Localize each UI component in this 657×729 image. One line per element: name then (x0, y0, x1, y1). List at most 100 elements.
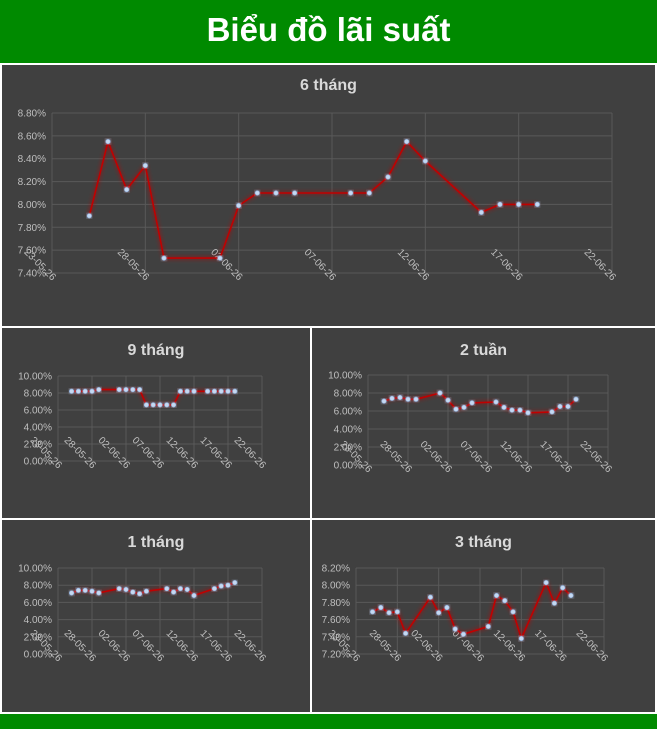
chart-3-thang: 7.20%7.40%7.60%7.80%8.00%8.20%23-05-26 28… (322, 564, 610, 665)
y-tick-label: 8.20% (18, 177, 46, 188)
data-point (89, 588, 95, 594)
y-tick-label: 6.00% (24, 406, 52, 417)
y-tick-label: 4.00% (24, 423, 52, 434)
data-point (493, 399, 499, 405)
x-tick-label: 02-06-26 (208, 247, 244, 283)
data-point (116, 387, 122, 393)
data-point (461, 404, 467, 410)
x-tick-label: 07-06-26 (130, 628, 166, 664)
data-point (422, 158, 428, 164)
x-tick-label: 17-06-26 (488, 247, 524, 283)
data-point (123, 387, 129, 393)
x-tick-label: 28-05-26 (62, 435, 98, 471)
data-point (137, 387, 143, 393)
y-tick-label: 8.00% (322, 581, 350, 592)
chart-title: 6 tháng (300, 77, 357, 94)
data-point (485, 623, 491, 629)
chart-panel-9-thang: 9 tháng 0.00% 2.00% 4.00% 6.00% 8.00% 10.00% 2… (2, 328, 310, 518)
data-point (397, 395, 403, 401)
data-point (478, 209, 484, 215)
x-tick-label: 22-06-26 (582, 247, 618, 283)
data-point (543, 580, 549, 586)
data-point (164, 402, 170, 408)
data-point (217, 255, 223, 261)
data-point (370, 609, 376, 615)
y-tick-label: 10.00% (328, 371, 362, 382)
y-tick-label: 8.80% (18, 109, 46, 120)
x-tick-label: 02-06-26 (96, 435, 132, 471)
data-point (137, 591, 143, 597)
x-tick-label: 28-05-26 (62, 628, 98, 664)
data-point (225, 388, 231, 394)
data-point (565, 404, 571, 410)
data-point (164, 586, 170, 592)
data-point (389, 395, 395, 401)
data-point (143, 588, 149, 594)
series-line (71, 388, 235, 406)
data-point (413, 396, 419, 402)
data-point (142, 163, 148, 169)
x-tick-label: 17-06-26 (538, 439, 574, 475)
data-point (184, 587, 190, 593)
chart-panel-1-thang: 1 tháng 0.00% 2.00% 4.00% 6.00% 8.00% 10.00% 2… (2, 520, 310, 712)
data-point (218, 583, 224, 589)
data-point (551, 600, 557, 606)
x-tick-label: 22-06-26 (232, 628, 268, 664)
y-tick-label: 7.60% (18, 246, 46, 257)
data-point (177, 586, 183, 592)
series-line (71, 581, 236, 597)
footer-bar (0, 714, 657, 729)
x-tick-label: 12-06-26 (164, 628, 200, 664)
data-point (75, 587, 81, 593)
x-tick-label: 22-06-26 (232, 435, 268, 471)
y-tick-label: 7.20% (322, 650, 350, 661)
x-tick-label: 28-05-26 (367, 628, 403, 664)
chart-6-thang: 7.40% 7.60% 7.80% 8.00% 8.20% 8.40% 8.60% 8.80%… (18, 109, 618, 284)
data-point (82, 388, 88, 394)
y-tick-label: 8.40% (18, 154, 46, 165)
chart-panel-2-tuan: 2 tuần 0.00% 2.00% 4.00% 6.00% 8.00% 10.00% 23… (312, 328, 655, 518)
data-point (378, 605, 384, 611)
x-tick-label: 22-06-26 (578, 439, 614, 475)
data-point (69, 590, 75, 596)
data-point (453, 406, 459, 412)
data-point (236, 203, 242, 209)
y-tick-label: 6.00% (334, 407, 362, 418)
data-point (143, 402, 149, 408)
data-point (445, 397, 451, 403)
data-point (116, 586, 122, 592)
x-tick-label: 12-06-26 (164, 435, 200, 471)
data-point (75, 388, 81, 394)
data-point (510, 609, 516, 615)
data-point (366, 190, 372, 196)
x-tick-label: 02-06-26 (96, 628, 132, 664)
y-tick-label: 0.00% (24, 457, 52, 468)
data-point (157, 402, 163, 408)
y-tick-label: 8.00% (24, 389, 52, 400)
data-point (403, 630, 409, 636)
data-point (171, 589, 177, 595)
y-tick-label: 0.00% (24, 650, 52, 661)
x-tick-label: 02-06-26 (418, 439, 454, 475)
x-tick-label: 12-06-26 (395, 247, 431, 283)
data-point (225, 582, 231, 588)
x-tick-label: 02-06-26 (408, 628, 444, 664)
data-point (557, 404, 563, 410)
data-point (124, 187, 130, 193)
chart-title: 1 tháng (127, 534, 185, 551)
data-point (86, 213, 92, 219)
data-point (452, 626, 458, 632)
chart-panel-6-thang: 6 tháng 7.40% 7.60% 7.80% 8.00% 8.20% 8.40% 8.… (2, 65, 655, 326)
x-tick-label: 22-06-26 (574, 628, 610, 664)
data-point (171, 402, 177, 408)
data-point (518, 636, 524, 642)
data-point (205, 388, 211, 394)
data-point (501, 404, 507, 410)
chart-title: 3 tháng (455, 534, 512, 551)
data-point (427, 594, 433, 600)
data-point (184, 388, 190, 394)
chart-9-thang: 0.00%2.00%4.00%6.00%8.00%10.00%23-05-262… (18, 372, 268, 472)
data-point (568, 593, 574, 599)
y-tick-label: 2.00% (334, 443, 362, 454)
data-point (436, 610, 442, 616)
